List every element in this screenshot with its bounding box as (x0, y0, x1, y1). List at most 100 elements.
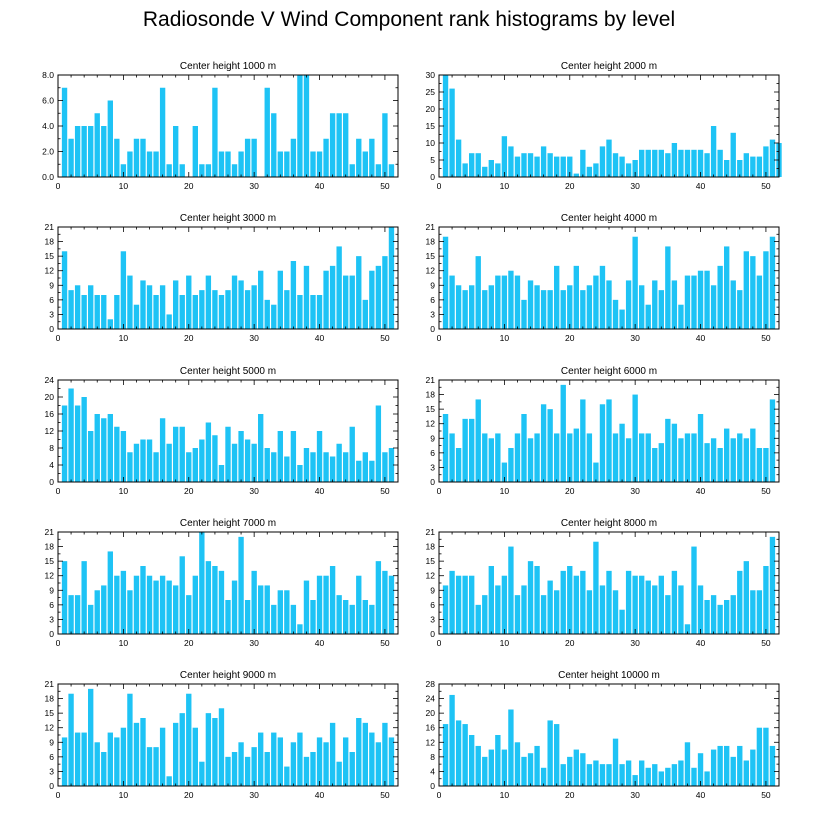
histogram-bar (114, 426, 120, 482)
figure-title: Radiosonde V Wind Component rank histogr… (142, 8, 676, 31)
histogram-bar (349, 164, 355, 177)
histogram-bar (107, 319, 113, 329)
x-tick-label: 0 (437, 638, 442, 648)
histogram-bar (658, 290, 664, 329)
histogram-bar (81, 397, 87, 482)
histogram-bar (612, 590, 619, 634)
y-tick-label: 0 (430, 781, 435, 791)
histogram-bar (107, 732, 113, 786)
histogram-bar (81, 295, 87, 329)
histogram-bar (310, 752, 316, 786)
x-tick-label: 0 (56, 333, 61, 343)
x-tick-label: 0 (437, 333, 442, 343)
histogram-bar (310, 295, 316, 329)
panel-title: Center height 5000 m (180, 366, 276, 377)
histogram-bar (599, 146, 606, 177)
histogram-bar (388, 575, 395, 634)
y-tick-label: 15 (45, 708, 55, 718)
histogram-bar (469, 285, 475, 329)
histogram-bar (475, 399, 481, 482)
histogram-bar (567, 566, 573, 634)
histogram-bar (756, 156, 763, 177)
histogram-bar (632, 236, 638, 329)
histogram-bar (205, 713, 212, 786)
histogram-bar (482, 595, 488, 634)
histogram-bar (586, 590, 593, 634)
histogram-bar (462, 290, 468, 329)
histogram-bar (382, 256, 388, 329)
histogram-bar (593, 275, 599, 329)
histogram-bar (625, 438, 632, 482)
histogram-bar (593, 163, 599, 177)
x-tick-label: 20 (184, 790, 194, 800)
histogram-bar (540, 290, 547, 329)
histogram-bar (475, 153, 481, 177)
histogram-bar (264, 299, 270, 329)
x-tick-label: 10 (500, 638, 510, 648)
histogram-bar (251, 443, 257, 482)
histogram-bar (567, 433, 573, 482)
panel-2: Center height 2000 m 0 10 20 30 40 50 0 5 10 15 20 2… (426, 61, 782, 191)
y-tick-label: 12 (426, 737, 436, 747)
histogram-bar (560, 764, 566, 786)
y-tick-label: 0 (49, 629, 54, 639)
x-tick-label: 40 (696, 181, 706, 191)
histogram-bar (717, 149, 723, 177)
histogram-bar (388, 227, 395, 329)
histogram-bar (356, 460, 362, 482)
histogram-bar (567, 156, 573, 177)
y-tick-label: 3 (430, 462, 435, 472)
histogram-bar (449, 570, 455, 634)
histogram-bar (369, 604, 375, 634)
histogram-bar (737, 290, 743, 329)
histogram-bar (606, 570, 612, 634)
histogram-bar (495, 585, 501, 634)
x-tick-label: 50 (761, 333, 771, 343)
histogram-bar (567, 285, 573, 329)
histogram-bar (343, 600, 349, 634)
y-tick-label: 5 (430, 155, 435, 165)
histogram-bar (678, 304, 684, 329)
histogram-bar (527, 153, 534, 177)
panel-title: Center height 3000 m (180, 213, 276, 224)
histogram-bar (691, 767, 697, 786)
y-tick-label: 12 (426, 266, 436, 276)
histogram-bar (388, 164, 395, 177)
histogram-bar (140, 439, 146, 482)
histogram-bar (244, 600, 251, 634)
y-tick-label: 12 (45, 723, 55, 733)
panel-3: Center height 3000 m 0 10 20 30 40 50 0 3 6 9 12 15 1… (45, 213, 399, 343)
histogram-bar (750, 749, 756, 786)
histogram-bar (303, 756, 310, 786)
histogram-bar (724, 246, 730, 329)
histogram-bar (225, 600, 231, 634)
histogram-bar (310, 452, 316, 482)
histogram-bar (329, 722, 336, 786)
histogram-bar (521, 299, 527, 329)
histogram-bar (469, 418, 475, 482)
histogram-bar (388, 448, 395, 482)
y-tick-label: 20 (426, 708, 436, 718)
x-tick-label: 40 (696, 333, 706, 343)
x-tick-label: 50 (761, 790, 771, 800)
x-tick-label: 10 (500, 790, 510, 800)
y-tick-label: 25 (426, 87, 436, 97)
x-tick-label: 10 (119, 638, 129, 648)
histogram-bar (462, 724, 468, 786)
histogram-bar (238, 742, 244, 786)
y-tick-label: 12 (426, 419, 436, 429)
y-tick-label: 6 (49, 295, 54, 305)
histogram-bar (593, 541, 599, 634)
histogram-bar (284, 766, 290, 786)
y-tick-label: 12 (45, 571, 55, 581)
y-tick-label: 21 (45, 679, 55, 689)
histogram-bar (114, 575, 120, 634)
y-tick-label: 21 (45, 222, 55, 232)
histogram-bar (284, 590, 290, 634)
histogram-bar (632, 160, 638, 177)
histogram-bar (218, 708, 225, 786)
x-tick-label: 0 (56, 790, 61, 800)
y-tick-label: 18 (45, 694, 55, 704)
histogram-bar (449, 433, 455, 482)
histogram-bar (724, 745, 730, 786)
